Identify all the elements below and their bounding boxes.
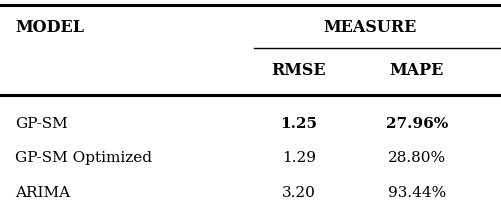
- Text: RMSE: RMSE: [271, 62, 325, 79]
- Text: GP-SM: GP-SM: [15, 117, 68, 131]
- Text: MAPE: MAPE: [389, 62, 443, 79]
- Text: 28.80%: 28.80%: [387, 151, 445, 165]
- Text: MODEL: MODEL: [15, 19, 84, 36]
- Text: ARIMA: ARIMA: [15, 186, 70, 200]
- Text: 1.25: 1.25: [280, 117, 317, 131]
- Text: GP-SM Optimized: GP-SM Optimized: [15, 151, 152, 165]
- Text: 1.29: 1.29: [281, 151, 315, 165]
- Text: 93.44%: 93.44%: [387, 186, 445, 200]
- Text: 27.96%: 27.96%: [385, 117, 447, 131]
- Text: MEASURE: MEASURE: [323, 19, 416, 36]
- Text: 3.20: 3.20: [281, 186, 315, 200]
